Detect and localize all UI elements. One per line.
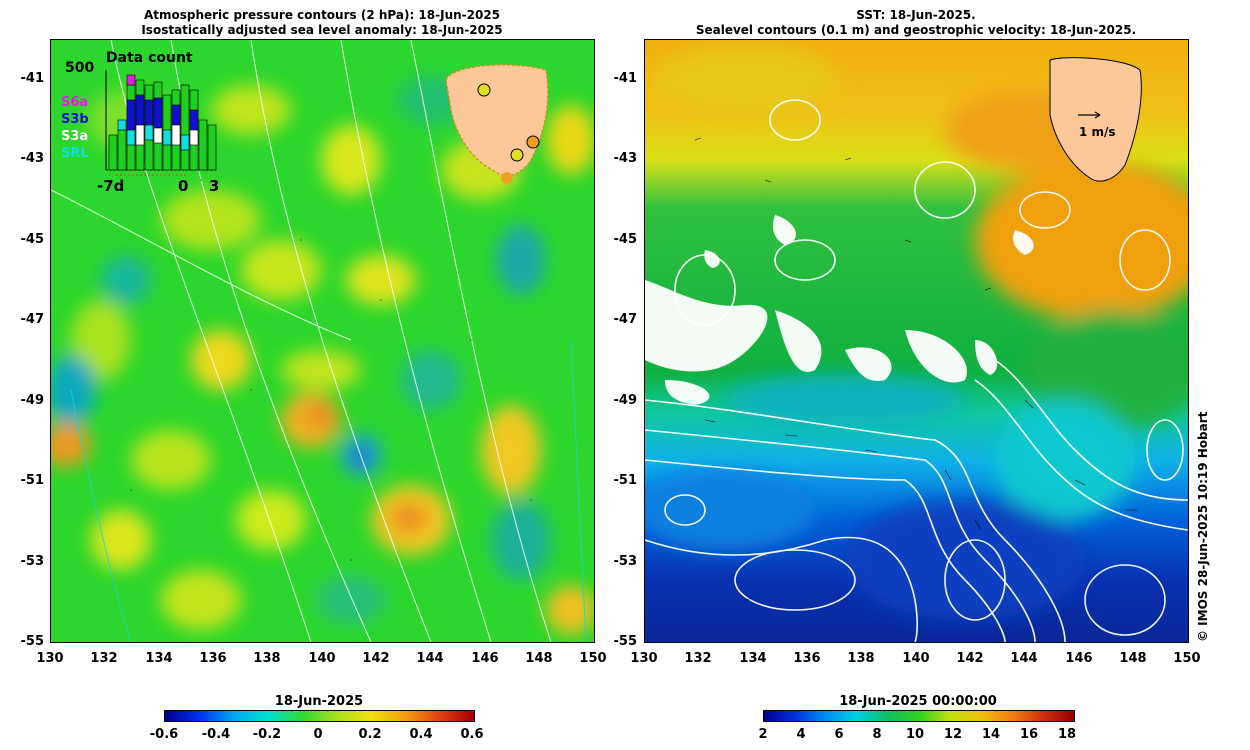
left-colorbar-title: 18-Jun-2025 xyxy=(274,694,364,709)
inset-legend-srl: SRL xyxy=(61,146,89,161)
right-colorbar-title: 18-Jun-2025 00:00:00 xyxy=(839,694,997,709)
right-y-tick: -45 xyxy=(613,232,638,247)
left-y-tick: -43 xyxy=(20,151,45,166)
right-x-tick: 146 xyxy=(1065,651,1093,666)
right-x-tick: 138 xyxy=(847,651,875,666)
left-x-tick: 146 xyxy=(471,651,499,666)
right-title-line1: SST: 18-Jun-2025. xyxy=(856,8,976,22)
right-title-line2: Sealevel contours (0.1 m) and geostrophi… xyxy=(695,23,1137,37)
right-x-tick: 132 xyxy=(684,651,712,666)
left-y-tick: -49 xyxy=(20,393,45,408)
sst-field xyxy=(645,40,1188,642)
right-colorbar-tick: 2 xyxy=(758,727,768,742)
inset-legend-s6a: S6a xyxy=(61,95,89,110)
inset-legend-s3a: S3a xyxy=(61,129,89,144)
left-y-tick: -45 xyxy=(20,232,45,247)
right-colorbar-tick: 6 xyxy=(834,727,844,742)
right-x-tick: 134 xyxy=(739,651,767,666)
tasmania-land xyxy=(445,64,549,184)
left-x-tick: 142 xyxy=(362,651,390,666)
right-x-tick: 150 xyxy=(1173,651,1201,666)
right-x-tick: 130 xyxy=(630,651,658,666)
right-y-tick: -53 xyxy=(613,554,638,569)
left-x-tick: 140 xyxy=(308,651,336,666)
left-y-tick: -53 xyxy=(20,554,45,569)
sea-level-anomaly-colorbar xyxy=(164,710,475,722)
right-colorbar-tick: 16 xyxy=(1019,727,1039,742)
velocity-scale-label: 1 m/s xyxy=(1079,125,1116,139)
inset-ymax-label: 500 xyxy=(65,60,95,76)
right-colorbar-tick: 14 xyxy=(981,727,1001,742)
left-colorbar-tick: 0.2 xyxy=(358,727,382,742)
left-x-tick: 136 xyxy=(199,651,227,666)
inset-bars xyxy=(105,70,217,176)
left-colorbar-tick: 0.4 xyxy=(409,727,433,742)
left-x-tick: 138 xyxy=(253,651,281,666)
data-count-inset: Data count 500 S6a S3b S3a SRL xyxy=(51,40,226,195)
right-y-tick: -43 xyxy=(613,151,638,166)
right-colorbar-tick: 18 xyxy=(1057,727,1077,742)
sea-level-anomaly-map: Data count 500 S6a S3b S3a SRL xyxy=(50,39,595,643)
right-x-tick: 148 xyxy=(1119,651,1147,666)
right-colorbar-tick: 12 xyxy=(943,727,963,742)
left-colorbar-tick: -0.6 xyxy=(149,727,179,742)
left-y-tick: -41 xyxy=(20,71,45,86)
left-x-tick: 150 xyxy=(579,651,607,666)
left-colorbar-tick: -0.2 xyxy=(252,727,282,742)
left-x-tick: 134 xyxy=(145,651,173,666)
sea-level-anomaly-field xyxy=(51,40,594,642)
sst-colorbar xyxy=(763,710,1075,722)
left-colorbar-tick: 0 xyxy=(313,727,323,742)
right-colorbar-tick: 10 xyxy=(905,727,925,742)
left-x-tick: 148 xyxy=(525,651,553,666)
left-colorbar-tick: 0.6 xyxy=(460,727,484,742)
left-title-line1: Atmospheric pressure contours (2 hPa): 1… xyxy=(143,8,501,22)
left-y-tick: -47 xyxy=(20,312,45,327)
inset-x-label-end: 3 xyxy=(209,177,220,195)
tasmania-land-sst xyxy=(1049,57,1142,182)
left-colorbar-tick: -0.4 xyxy=(201,727,231,742)
left-x-tick: 144 xyxy=(416,651,444,666)
right-y-tick: -41 xyxy=(613,71,638,86)
inset-x-label-start: -7d xyxy=(97,177,125,195)
right-x-tick: 140 xyxy=(902,651,930,666)
left-y-tick: -55 xyxy=(20,634,45,649)
right-colorbar-tick: 4 xyxy=(796,727,806,742)
right-x-tick: 144 xyxy=(1010,651,1038,666)
left-y-tick: -51 xyxy=(20,473,45,488)
right-x-tick: 142 xyxy=(956,651,984,666)
sst-map: 1 m/s xyxy=(644,39,1189,643)
right-y-tick: -49 xyxy=(613,393,638,408)
imos-credit: © IMOS 28-Jun-2025 10:19 Hobart xyxy=(1196,411,1210,642)
inset-legend-s3b: S3b xyxy=(61,112,89,127)
inset-x-label-zero: 0 xyxy=(178,177,189,195)
left-x-tick: 130 xyxy=(36,651,64,666)
right-colorbar-tick: 8 xyxy=(872,727,882,742)
left-x-tick: 132 xyxy=(90,651,118,666)
inset-title: Data count xyxy=(106,50,193,66)
velocity-scale-arrow xyxy=(1078,111,1101,119)
left-title-line2: Isostatically adjusted sea level anomaly… xyxy=(141,23,503,37)
right-y-tick: -47 xyxy=(613,312,638,327)
right-y-tick: -55 xyxy=(613,634,638,649)
right-x-tick: 136 xyxy=(793,651,821,666)
right-y-tick: -51 xyxy=(613,473,638,488)
